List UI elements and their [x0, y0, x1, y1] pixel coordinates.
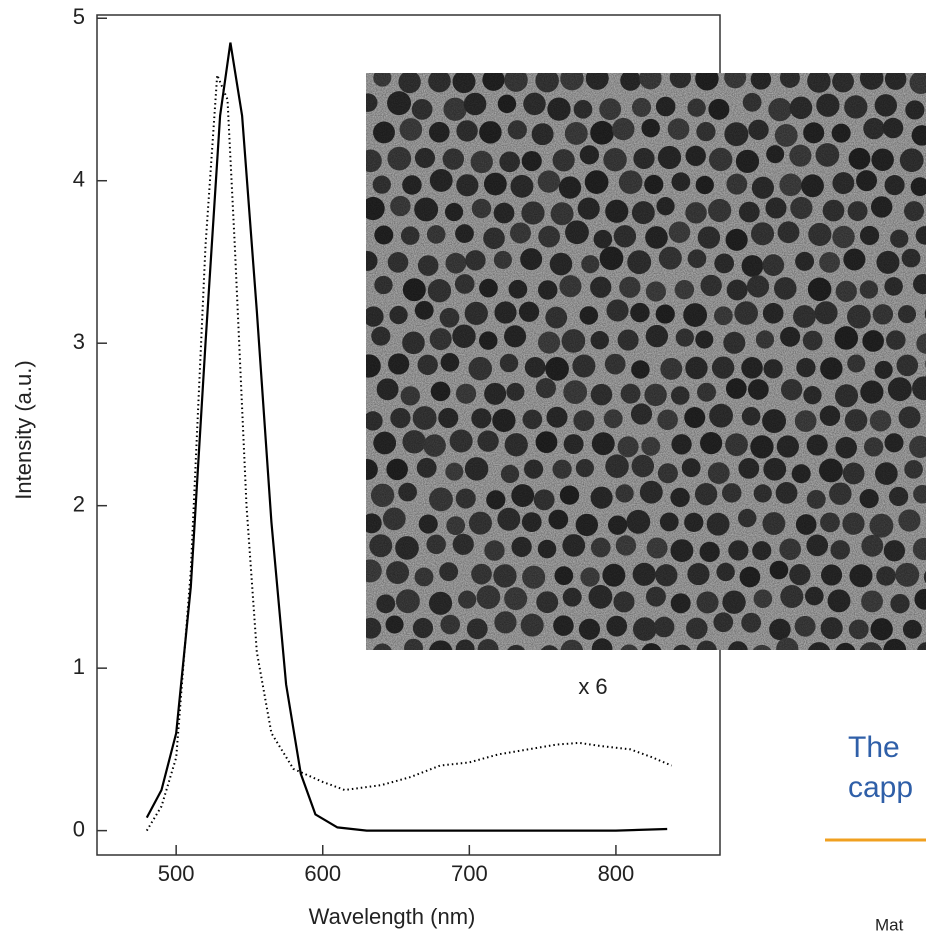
y-tick-label: 1	[73, 654, 85, 679]
footer: Mat	[875, 915, 904, 934]
image-grain	[366, 73, 926, 650]
x-tick-label: 600	[304, 861, 341, 886]
y-tick-label: 0	[73, 816, 85, 841]
x-tick-label: 700	[451, 861, 488, 886]
tem-image	[366, 73, 926, 650]
x-tick-label: 500	[158, 861, 195, 886]
y-tick-label: 4	[73, 167, 85, 192]
y-tick-label: 2	[73, 491, 85, 516]
slide-text: capp	[848, 771, 913, 804]
x-tick-label: 800	[598, 861, 635, 886]
annotation: x 6	[578, 674, 607, 699]
y-tick-label: 3	[73, 329, 85, 354]
slide-text: The	[848, 731, 900, 764]
x-axis-label: Wavelength (nm)	[309, 904, 476, 929]
y-axis-label: Intensity (a.u.)	[11, 360, 36, 499]
y-tick-label: 5	[73, 4, 85, 29]
